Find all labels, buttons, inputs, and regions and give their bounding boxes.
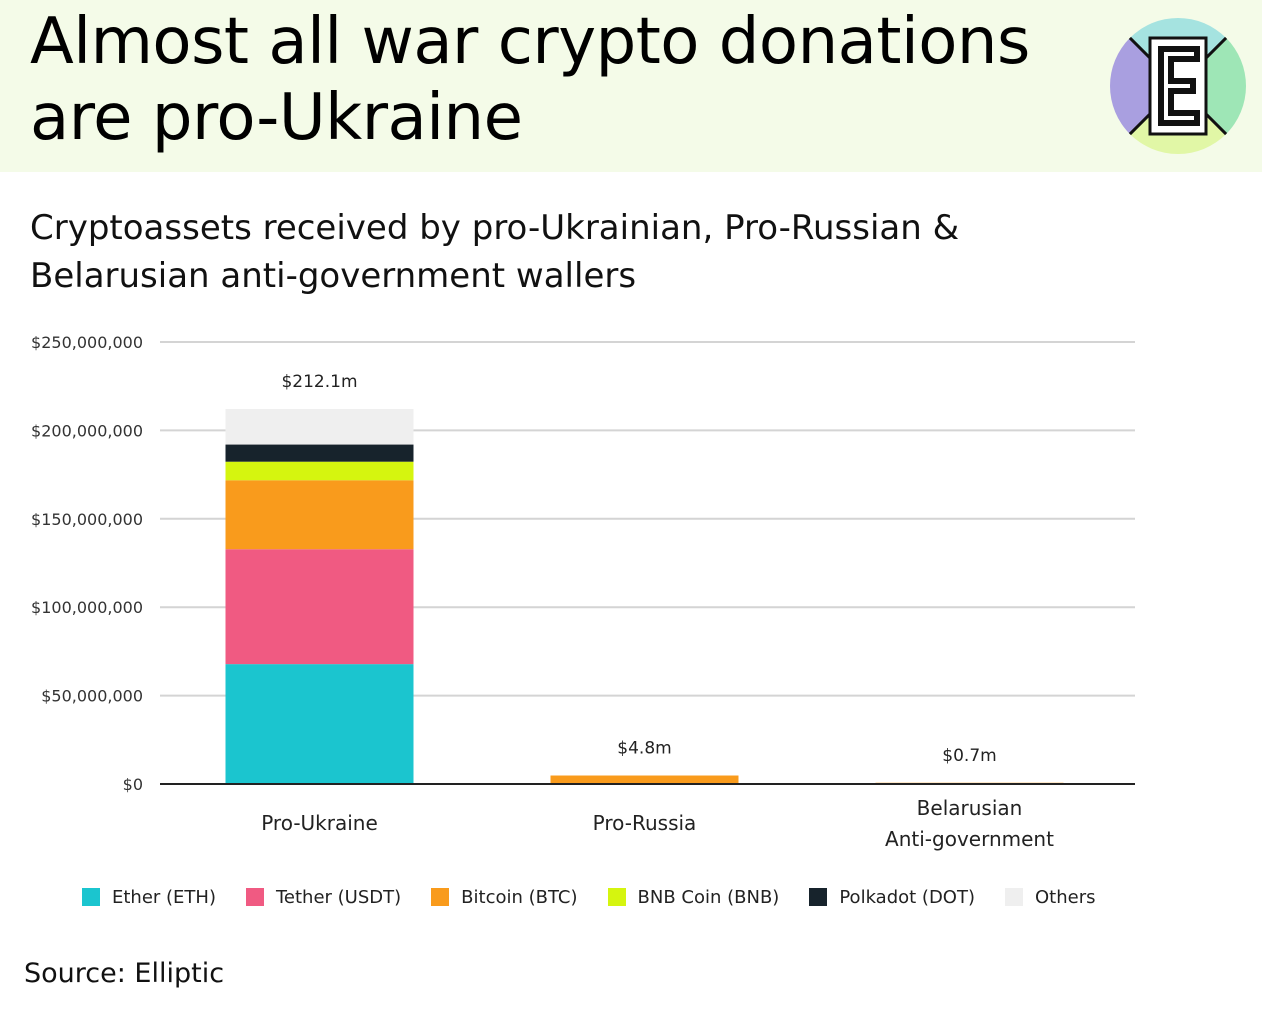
legend-label: Tether (USDT) [275,886,402,908]
bar-segment-polkadot-dot [225,444,414,462]
chart-legend: Ether (ETH) Tether (USDT) Bitcoin (BTC) BNB… [82,884,1126,910]
letter-e-logo-icon [1110,18,1246,154]
y-tick-label: $250,000,000 [31,333,143,352]
headline: Almost all war crypto donations are pro-… [30,4,1090,156]
legend-label: BNB Coin (BNB) [637,886,780,908]
y-tick-label: $200,000,000 [31,421,143,440]
total-data-label: $212.1m [281,372,357,392]
x-category-label: Pro-Ukraine [261,811,378,835]
chart-subtitle-text: Cryptoassets received by pro-Ukrainian, … [30,208,960,296]
legend-label: Bitcoin (BTC) [461,886,578,908]
bar-segment-bitcoin-btc [550,775,739,784]
chart-subtitle: Cryptoassets received by pro-Ukrainian, … [30,204,1090,300]
legend-item: Others [1005,887,1096,908]
x-category-label: Anti-government [885,827,1054,851]
y-tick-label: $0 [123,775,143,794]
headline-text: Almost all war crypto donations are pro-… [30,5,1030,155]
legend-item: BNB Coin (BNB) [607,886,780,908]
x-category-label: Pro-Russia [593,811,697,835]
y-tick-label: $100,000,000 [31,598,143,617]
bar-segment-tether-usdt [225,549,414,665]
legend-swatch [1005,888,1023,906]
legend-swatch [809,888,828,906]
legend-label: Others [1035,886,1096,908]
stacked-bar-chart: $0 $50,000,000 $100,000,000 $150,000,000 $20… [31,333,1135,851]
bar-segment-others [225,409,414,445]
legend-label: Ether (ETH) [112,886,216,908]
bar-segment-bitcoin-btc [225,480,414,550]
bar-segment-bnb-coin-bnb [225,461,414,481]
y-tick-label: $150,000,000 [31,510,143,529]
legend-swatch [245,888,264,906]
legend-swatch [607,888,626,906]
source-note: Source: Elliptic [24,958,225,989]
bar-segment-ether-eth [225,664,414,784]
legend-swatch [431,888,450,906]
legend-item: Ether (ETH) [82,887,216,908]
legend-item: Bitcoin (BTC) [431,886,578,908]
legend-item: Polkadot (DOT) [809,887,975,908]
y-tick-label: $50,000,000 [41,687,143,706]
total-data-label: $4.8m [617,739,671,759]
legend-label: Polkadot (DOT) [839,886,975,908]
x-category-label: Belarusian [917,796,1023,820]
logo-quadrant-right [1178,18,1246,154]
logo-quadrant-left [1110,18,1178,154]
total-data-label: $0.7m [942,746,996,766]
title-banner [0,0,1262,172]
legend-item: Tether (USDT) [245,886,402,908]
legend-swatch [82,888,100,906]
